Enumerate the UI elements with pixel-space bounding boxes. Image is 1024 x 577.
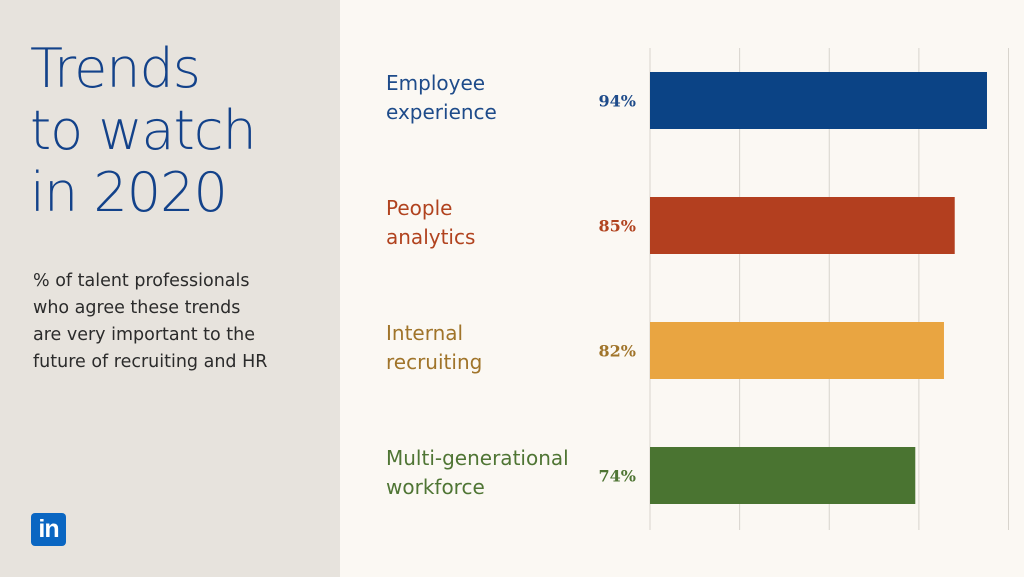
category-label: Multi-generational workforce bbox=[386, 446, 569, 499]
bar bbox=[650, 72, 987, 129]
subtitle-line: are very important to the bbox=[33, 325, 255, 345]
subtitle-line: future of recruiting and HR bbox=[33, 352, 268, 372]
data-label: 94% bbox=[599, 92, 636, 111]
bar-chart: 94% Employee experience 85% People analytics 8… bbox=[386, 48, 1009, 530]
category-label: Internal recruiting bbox=[386, 321, 482, 374]
bar bbox=[650, 447, 916, 504]
subtitle-line: who agree these trends bbox=[33, 298, 241, 318]
data-label: 82% bbox=[599, 342, 636, 361]
left-panel: Trends to watch in 2020 % of talent prof… bbox=[0, 0, 340, 577]
subtitle-line: % of talent professionals bbox=[33, 271, 250, 291]
title-line: Trends bbox=[30, 37, 201, 100]
title-line: to watch bbox=[30, 99, 257, 162]
data-label: 85% bbox=[599, 217, 636, 236]
page-subtitle: % of talent professionals who agree thes… bbox=[33, 268, 333, 376]
page-title: Trends to watch in 2020 bbox=[30, 37, 257, 224]
bar bbox=[650, 197, 955, 254]
bar bbox=[650, 322, 944, 379]
data-label: 74% bbox=[599, 467, 636, 486]
linkedin-logo-icon: in bbox=[31, 513, 66, 546]
title-line: in 2020 bbox=[30, 161, 228, 224]
category-label: People analytics bbox=[386, 196, 475, 249]
category-label: Employee experience bbox=[386, 71, 497, 124]
